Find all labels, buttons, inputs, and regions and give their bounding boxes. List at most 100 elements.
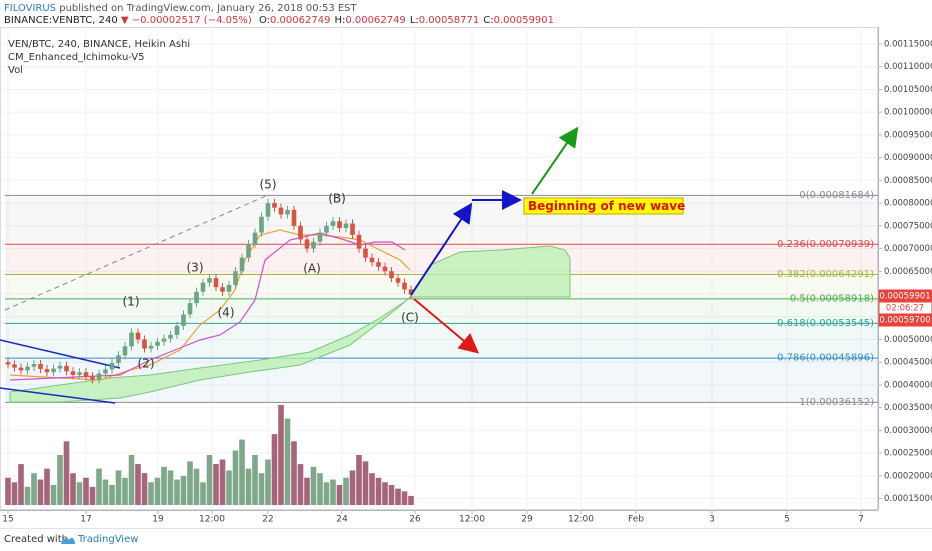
x-tick-label: 17 — [80, 515, 91, 525]
volume-bar — [70, 473, 76, 505]
volume-bar — [115, 470, 122, 505]
y-tick-label: 0.00050000 — [884, 335, 932, 345]
y-tick-label: 0.00105000 — [884, 85, 932, 95]
volume-bar — [304, 477, 310, 505]
fib-label: 0.236(0.00070939) — [777, 239, 874, 250]
change: ▼ −0.00002517 (−4.05%) — [120, 15, 252, 26]
candle-body — [376, 262, 381, 267]
volume-bar — [167, 470, 174, 505]
x-tick-label: 7 — [858, 515, 864, 525]
ichimoku-cloud — [9, 245, 571, 403]
volume-bar — [408, 495, 414, 505]
brand[interactable]: TradingView — [78, 534, 139, 545]
publish-line: FILOVIRUS published on TradingView.com, … — [4, 3, 357, 14]
candle-body — [122, 346, 128, 356]
ohlc-key: O: — [258, 15, 271, 26]
base-line — [9, 232, 406, 381]
volume-bar — [356, 455, 362, 505]
y-tick-label: 0.00070000 — [884, 244, 932, 254]
volume-bar — [109, 485, 115, 505]
fib-label: 0.5(0.00058918) — [790, 293, 874, 304]
volume-bar — [89, 486, 96, 505]
wave-label: (2) — [138, 357, 155, 371]
price-box-label: 0.00059700 — [879, 316, 930, 326]
volume-bar — [180, 475, 187, 505]
candle-body — [187, 303, 193, 315]
author[interactable]: FILOVIRUS — [4, 3, 57, 14]
candle-body — [233, 271, 238, 285]
y-tick-label: 0.00040000 — [884, 380, 932, 390]
note: Beginning of new wave — [528, 199, 685, 213]
candle-body — [57, 365, 63, 369]
candle-body — [103, 369, 108, 374]
candle-body — [129, 332, 134, 347]
candle-body — [142, 339, 147, 349]
volume-bar — [57, 455, 63, 505]
ohlc-value: 0.00058771 — [418, 15, 480, 26]
candle-body — [330, 221, 336, 226]
volume-bar — [31, 473, 37, 505]
fib-label: 0.618(0.00053545) — [777, 318, 874, 329]
volume-bar — [128, 455, 135, 505]
arrow-red — [413, 298, 480, 354]
candle-body — [317, 232, 323, 242]
y-tick-label: 0.00075000 — [884, 221, 932, 231]
volume-bar — [213, 464, 219, 505]
wave-label: (A) — [303, 262, 321, 276]
volume-bar — [382, 482, 388, 505]
candle-body — [350, 223, 355, 235]
ohlc-value: 0.00059901 — [493, 15, 555, 26]
candle-body — [298, 225, 303, 240]
candle-body — [265, 203, 271, 217]
volume-bar — [401, 491, 408, 505]
candle-body — [181, 314, 186, 326]
candle-body — [51, 368, 56, 373]
legend: VEN/BTC, 240, BINANCE, Heikin Ashi CM_Enh… — [8, 38, 190, 77]
candle-body — [90, 376, 95, 380]
candle-body — [25, 366, 30, 371]
candle-body — [363, 248, 368, 258]
chart: 0(0.00081684) 0.236(0.00070939) 0.382(0.00… — [0, 27, 932, 525]
x-tick-label: 5 — [784, 515, 790, 525]
fib-band — [5, 195, 878, 245]
candle-body — [356, 234, 362, 249]
candle-body — [408, 289, 414, 295]
volume-bar — [5, 477, 11, 505]
axes: (1) (2) (3) (4) (5) (A) (B) (C) 0.00115000 0.0011… — [0, 27, 932, 525]
volume-bar — [343, 477, 349, 505]
y-tick-label: 0.00085000 — [884, 176, 932, 186]
volume-bar — [161, 466, 167, 505]
candle-body — [5, 362, 11, 365]
ohlc-value: 0.00062749 — [345, 15, 406, 26]
candle-body — [194, 291, 199, 304]
candle-body — [44, 369, 50, 373]
candle-body — [226, 284, 232, 292]
wedge-line — [0, 339, 121, 369]
x-tick-label: 12:00 — [199, 515, 225, 525]
fib-label: 1(0.00036152) — [799, 397, 874, 408]
y-tick-label: 0.00100000 — [884, 108, 932, 118]
x-tick-label: 22 — [262, 515, 273, 525]
arrow-up — [410, 202, 473, 296]
volume-bar — [44, 468, 50, 505]
fib-label: 0.786(0.00045896) — [777, 353, 874, 364]
x-tick-label: Feb — [628, 515, 644, 525]
candle-body — [239, 257, 245, 272]
y-tick-label: 0.00045000 — [884, 358, 932, 368]
ohlc-key: H: — [334, 15, 346, 26]
symbol-line: BINANCE:VENBTC, 240 ▼ −0.00002517 (−4.05… — [4, 15, 554, 26]
y-tick-label: 0.00030000 — [884, 426, 932, 436]
wave-label: (4) — [218, 306, 235, 320]
candle-body — [304, 239, 310, 249]
fib-band — [5, 298, 878, 324]
candle-body — [207, 278, 212, 283]
volume-bar — [76, 482, 83, 505]
ohlc-value: 0.00062749 — [270, 15, 331, 26]
candle-body — [38, 364, 43, 369]
volume-bar — [395, 488, 401, 505]
candle-body — [291, 209, 297, 226]
arrow-green — [531, 126, 579, 195]
volume-bar — [388, 485, 395, 505]
candle-body — [252, 232, 258, 244]
candle-body — [246, 244, 251, 258]
